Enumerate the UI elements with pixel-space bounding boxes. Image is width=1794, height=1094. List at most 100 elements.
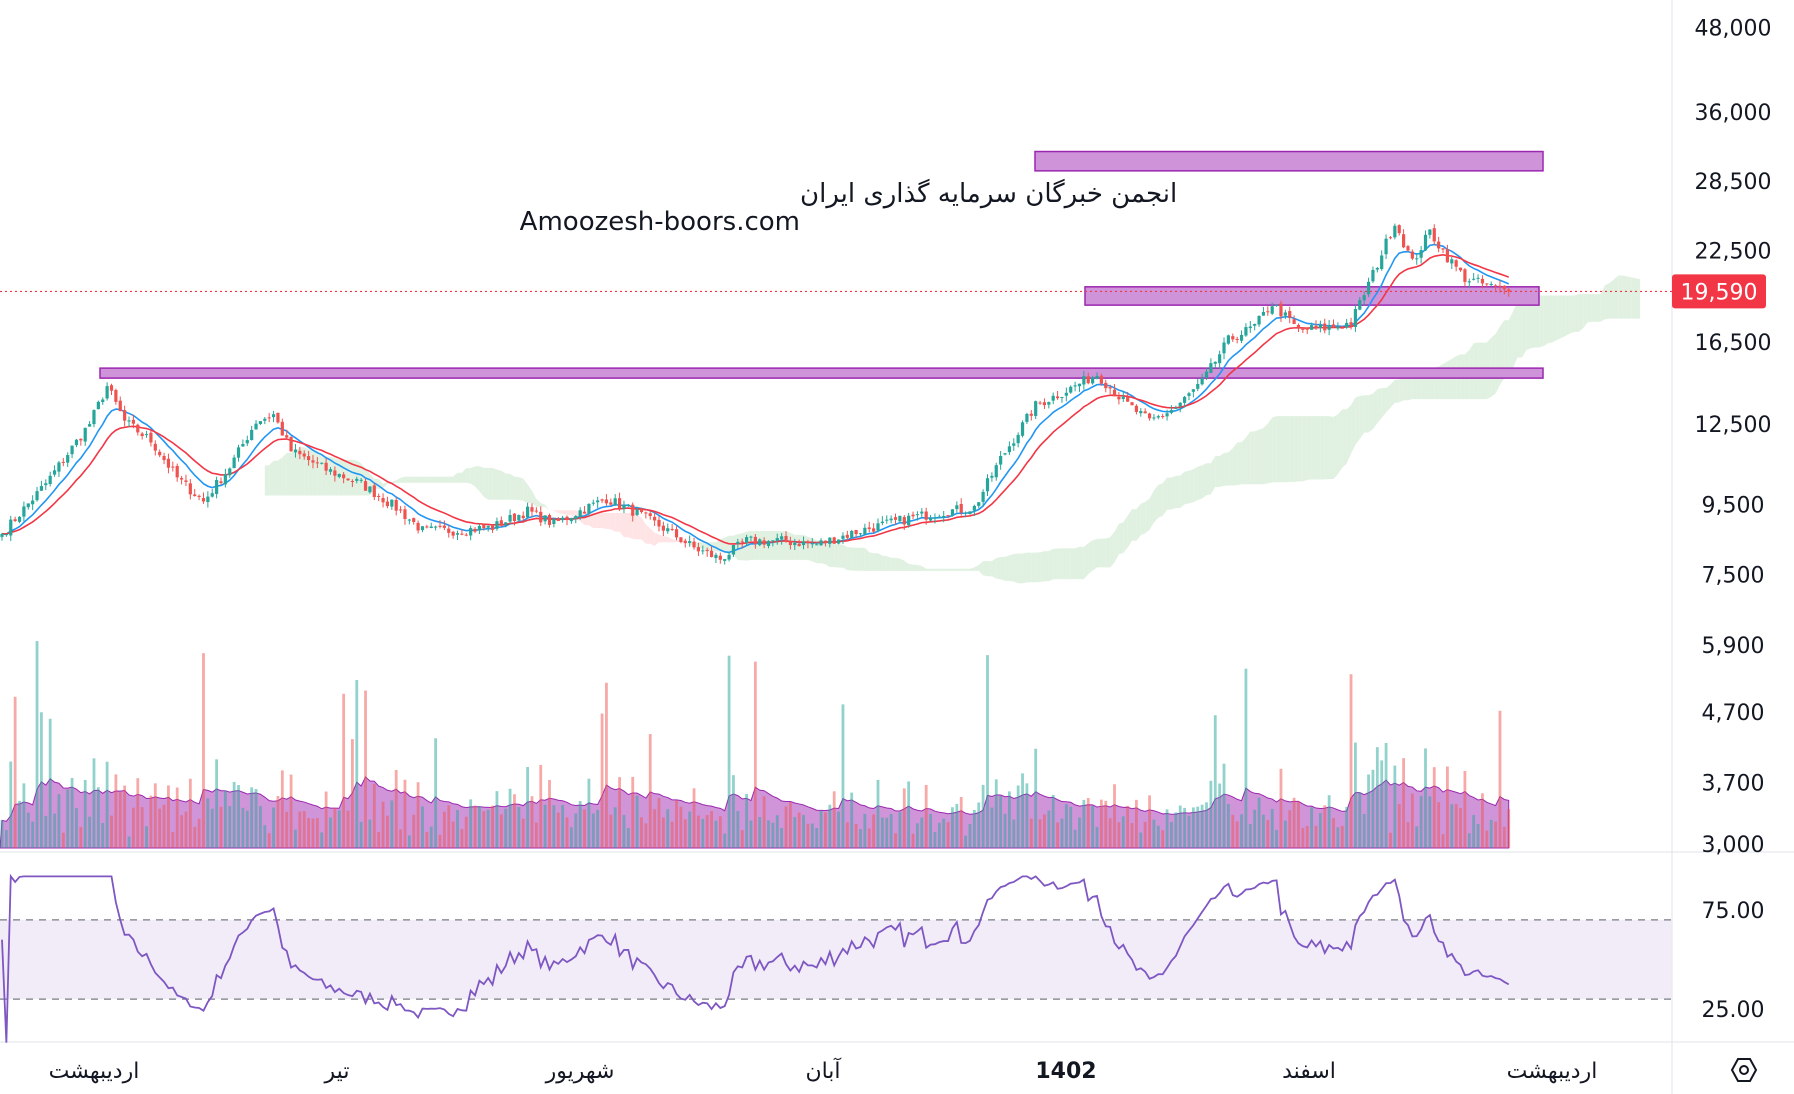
candle-body[interactable]	[850, 531, 854, 538]
candle-body[interactable]	[105, 386, 109, 399]
candle-body[interactable]	[232, 457, 236, 469]
price-axis-label[interactable]: 9,500	[1702, 494, 1765, 519]
candle-body[interactable]	[109, 385, 114, 391]
candle-body[interactable]	[915, 514, 920, 516]
time-axis-label[interactable]: آبان	[805, 1057, 841, 1084]
candle-body[interactable]	[416, 522, 420, 531]
price-axis-label[interactable]: 7,500	[1702, 563, 1765, 588]
candle-body[interactable]	[810, 543, 814, 545]
candle-body[interactable]	[311, 460, 315, 463]
rsi-axis-label[interactable]: 25.00	[1702, 998, 1765, 1023]
candle-body[interactable]	[705, 549, 709, 552]
candle-body[interactable]	[1476, 277, 1480, 279]
candle-body[interactable]	[731, 544, 736, 555]
candle-body[interactable]	[1318, 324, 1322, 328]
candle-body[interactable]	[1191, 389, 1195, 392]
price-axis-label[interactable]: 36,000	[1695, 101, 1772, 126]
candle-body[interactable]	[880, 521, 884, 524]
candle-body[interactable]	[442, 525, 446, 528]
last-price-tag[interactable]	[1672, 274, 1766, 309]
candle-body[interactable]	[955, 505, 959, 510]
candle-body[interactable]	[981, 491, 985, 502]
candle-body[interactable]	[1432, 228, 1436, 242]
candle-body[interactable]	[328, 469, 333, 472]
candle-body[interactable]	[1450, 259, 1454, 264]
candle-body[interactable]	[613, 498, 617, 506]
candle-body[interactable]	[1204, 371, 1209, 378]
candle-body[interactable]	[140, 433, 144, 437]
candle-body[interactable]	[1174, 407, 1178, 409]
candle-body[interactable]	[1480, 278, 1485, 284]
candle-body[interactable]	[1134, 405, 1139, 412]
candle-body[interactable]	[245, 440, 249, 444]
candle-body[interactable]	[1091, 377, 1095, 384]
candle-body[interactable]	[333, 470, 337, 476]
candle-body[interactable]	[639, 509, 644, 513]
candle-body[interactable]	[644, 512, 648, 514]
candle-body[interactable]	[1226, 335, 1230, 344]
candle-body[interactable]	[933, 517, 937, 519]
candle-body[interactable]	[289, 436, 293, 452]
candle-body[interactable]	[1231, 336, 1235, 340]
candle-body[interactable]	[1038, 402, 1042, 404]
candle-body[interactable]	[1209, 363, 1213, 373]
candle-body[interactable]	[420, 526, 425, 531]
candle-body[interactable]	[455, 533, 460, 535]
candle-body[interactable]	[1086, 376, 1090, 384]
candle-body[interactable]	[166, 458, 171, 468]
candle-body[interactable]	[363, 481, 368, 491]
price-zone[interactable]	[1084, 286, 1540, 306]
candle-body[interactable]	[1463, 269, 1467, 282]
candle-body[interactable]	[241, 443, 245, 447]
candle-body[interactable]	[407, 519, 411, 521]
candle-body[interactable]	[302, 453, 306, 457]
candle-body[interactable]	[285, 435, 289, 438]
candle-body[interactable]	[1454, 260, 1458, 267]
candle-body[interactable]	[1139, 411, 1143, 414]
candle-body[interactable]	[679, 537, 683, 543]
rsi-axis-label[interactable]: 75.00	[1702, 899, 1765, 924]
candle-body[interactable]	[35, 491, 39, 501]
candle-body[interactable]	[473, 528, 477, 532]
candle-body[interactable]	[762, 540, 766, 545]
price-axis-label[interactable]: 16,500	[1695, 331, 1772, 356]
candle-body[interactable]	[1178, 402, 1182, 407]
candle-body[interactable]	[867, 527, 871, 530]
candle-body[interactable]	[1169, 410, 1174, 413]
candle-body[interactable]	[1375, 268, 1379, 270]
candle-body[interactable]	[1279, 303, 1283, 317]
candle-body[interactable]	[188, 483, 192, 495]
candle-body[interactable]	[780, 536, 784, 540]
candle-body[interactable]	[175, 465, 179, 478]
candle-body[interactable]	[696, 547, 701, 552]
candle-body[interactable]	[631, 504, 635, 516]
candle-body[interactable]	[1261, 312, 1266, 316]
candle-body[interactable]	[1336, 326, 1340, 329]
candle-body[interactable]	[1288, 311, 1292, 318]
candle-body[interactable]	[727, 554, 731, 560]
candle-body[interactable]	[118, 400, 122, 412]
candle-body[interactable]	[250, 429, 254, 441]
candle-body[interactable]	[1042, 402, 1047, 406]
candle-body[interactable]	[1239, 334, 1244, 341]
candle-body[interactable]	[123, 410, 127, 421]
candle-body[interactable]	[1402, 234, 1406, 248]
candle-body[interactable]	[1406, 246, 1410, 251]
candle-body[interactable]	[937, 516, 941, 518]
candle-body[interactable]	[22, 506, 26, 517]
candle-body[interactable]	[893, 517, 898, 520]
candle-body[interactable]	[1047, 402, 1051, 405]
candle-body[interactable]	[184, 480, 188, 482]
candle-body[interactable]	[495, 521, 499, 529]
time-axis-label[interactable]: 1402	[1035, 1059, 1096, 1084]
candle-body[interactable]	[1130, 402, 1134, 406]
candle-body[interactable]	[806, 542, 810, 544]
candle-body[interactable]	[1437, 241, 1441, 249]
candle-body[interactable]	[469, 528, 473, 536]
candle-body[interactable]	[52, 470, 57, 475]
candle-body[interactable]	[1349, 322, 1353, 326]
candle-body[interactable]	[582, 511, 587, 514]
candle-body[interactable]	[153, 443, 157, 451]
candle-body[interactable]	[149, 432, 153, 443]
candle-body[interactable]	[66, 455, 70, 463]
